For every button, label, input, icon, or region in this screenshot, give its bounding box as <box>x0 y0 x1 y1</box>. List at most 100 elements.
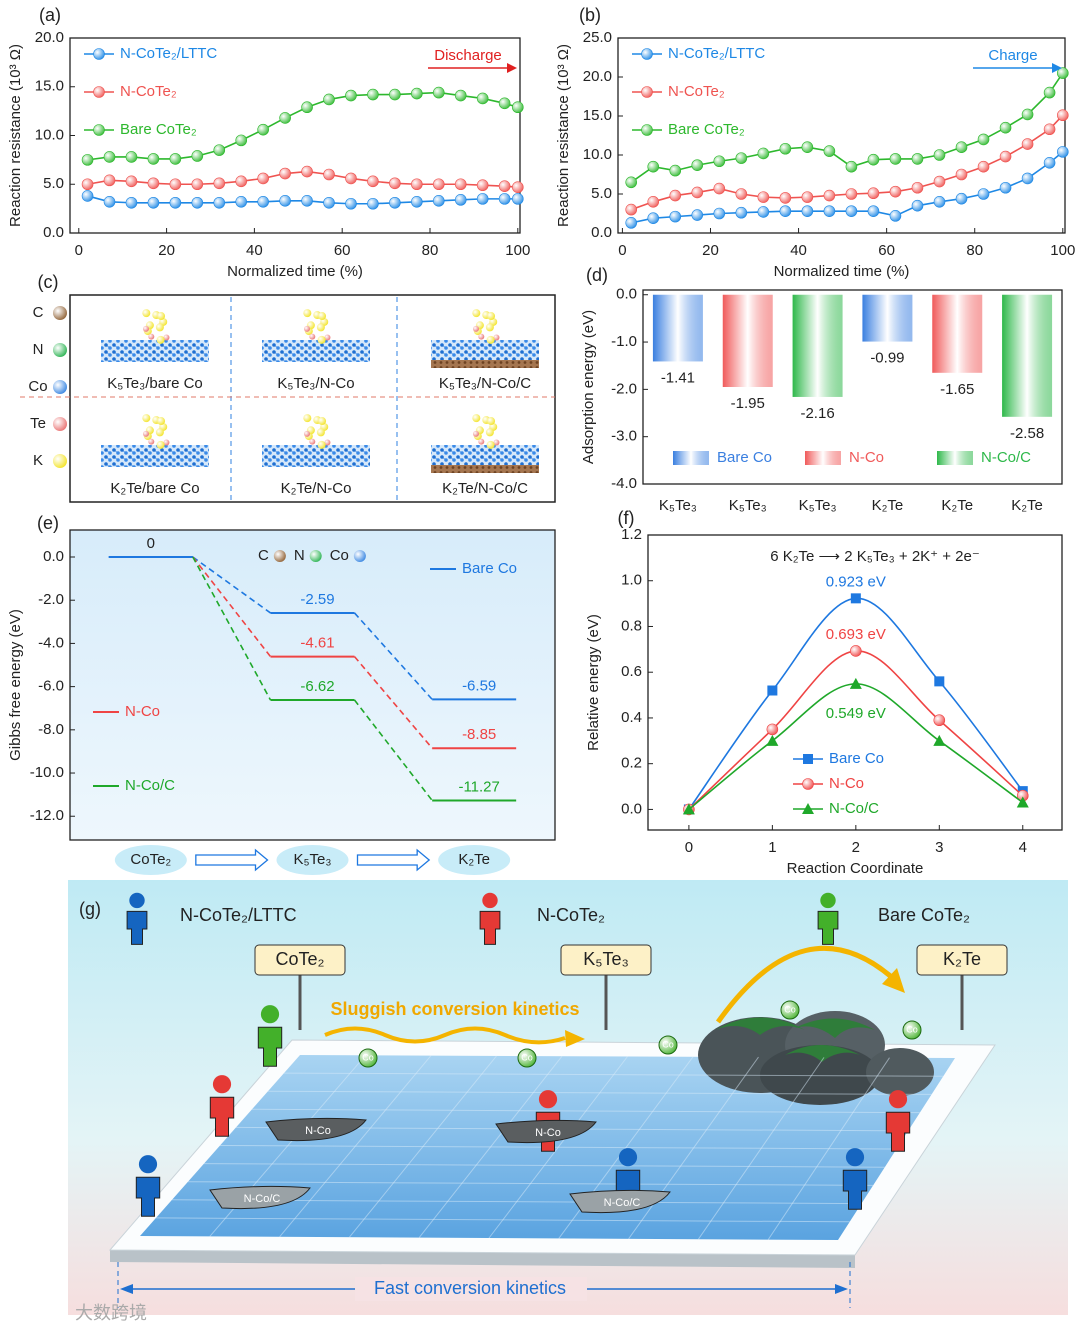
marker <box>1021 108 1034 121</box>
atom <box>318 417 327 426</box>
panel-label: (e) <box>37 513 59 533</box>
x-tick-label: K₂Te <box>458 851 490 868</box>
value-label: -11.27 <box>458 778 499 795</box>
atom-swatch <box>53 306 67 320</box>
watermark: 大数跨境 <box>75 1303 147 1323</box>
marker <box>301 195 313 207</box>
atom <box>142 414 151 423</box>
value-label: 0.923 eV <box>826 573 886 590</box>
marker <box>713 182 726 195</box>
ball-label: Co <box>906 1024 918 1034</box>
carbon-slab <box>431 465 539 473</box>
marker <box>125 196 138 209</box>
marker <box>647 160 660 173</box>
caption: K₅Te₃/bare Co <box>107 375 203 392</box>
slab <box>101 445 209 467</box>
legend-marker <box>802 778 814 790</box>
tile-line <box>697 1057 825 1240</box>
ball-label: Co <box>362 1052 374 1062</box>
marker <box>647 196 660 208</box>
x-tick-label: 0 <box>618 242 626 259</box>
x-tick-label: 2 <box>852 839 860 856</box>
connector <box>192 556 272 658</box>
atom-swatch <box>273 550 286 562</box>
marker <box>955 192 968 205</box>
marker <box>323 93 335 106</box>
x-tick-label: K₅Te₃ <box>729 497 767 514</box>
person-head <box>212 1075 232 1094</box>
atom-legend-label: C <box>33 304 44 321</box>
marker <box>257 172 269 185</box>
y-tick-label: 1.2 <box>621 526 642 543</box>
marker <box>432 86 445 99</box>
atom-swatch <box>53 380 67 394</box>
marker <box>766 734 779 746</box>
slab <box>101 340 209 362</box>
sign-label: K₅Te₃ <box>583 949 629 969</box>
marker <box>691 186 704 199</box>
value-label: -2.59 <box>300 591 334 608</box>
marker <box>977 188 990 200</box>
value-label: -1.65 <box>940 381 974 398</box>
marker <box>845 188 858 200</box>
atom <box>163 439 170 446</box>
marker <box>476 179 489 192</box>
marker <box>323 168 335 181</box>
legend-label: Bare CoTe₂ <box>120 121 197 138</box>
marker <box>81 154 94 166</box>
marker <box>801 205 814 217</box>
annotation: Discharge <box>434 47 502 64</box>
bar <box>652 294 703 362</box>
x-tick-label: K₂Te <box>1011 497 1043 514</box>
x-tick-label: 3 <box>935 839 943 856</box>
marker <box>934 676 945 687</box>
atom <box>478 438 485 445</box>
atom <box>303 325 310 332</box>
marker <box>647 212 660 224</box>
x-tick-label: K₅Te₃ <box>294 851 332 868</box>
connector <box>192 556 272 701</box>
panel-label: (c) <box>38 272 59 292</box>
plot-frame <box>69 529 556 841</box>
marker <box>625 217 638 229</box>
marker <box>757 147 770 160</box>
person-head <box>482 892 498 909</box>
y-tick-label: 0.4 <box>621 709 642 726</box>
boat-label: N-Co <box>535 1127 561 1139</box>
x-tick-label: 0 <box>75 242 83 259</box>
value-label: -2.16 <box>800 405 834 422</box>
legend-label: Bare Co <box>829 750 884 767</box>
legend-marker <box>641 124 653 136</box>
marker <box>512 193 524 205</box>
sign-label: K₂Te <box>943 949 981 969</box>
atom <box>324 439 331 446</box>
atom <box>148 333 155 340</box>
person-body <box>209 1096 235 1137</box>
marker <box>191 178 204 191</box>
marker <box>103 151 116 163</box>
marker <box>411 196 423 208</box>
annotation: Charge <box>988 47 1037 64</box>
caption: K₂Te/bare Co <box>110 480 199 497</box>
atom <box>155 428 164 437</box>
x-tick-label: 60 <box>334 242 351 259</box>
marker <box>147 196 160 209</box>
sign <box>254 944 346 976</box>
marker <box>147 177 160 190</box>
value-label: -1.41 <box>661 369 695 386</box>
ball-label: Co <box>784 1004 796 1014</box>
y-tick-label: -1.0 <box>611 333 637 350</box>
connector <box>353 699 433 801</box>
atom <box>303 414 312 423</box>
marker <box>682 803 695 815</box>
tile-line <box>628 1056 759 1240</box>
y-axis-label: Relative energy (eV) <box>585 614 602 751</box>
marker <box>476 193 489 205</box>
person-head <box>845 1148 865 1167</box>
slab <box>262 445 370 467</box>
marker <box>1043 123 1056 136</box>
marker <box>850 645 862 657</box>
x-tick-label: 80 <box>966 242 983 259</box>
atom <box>309 438 316 445</box>
